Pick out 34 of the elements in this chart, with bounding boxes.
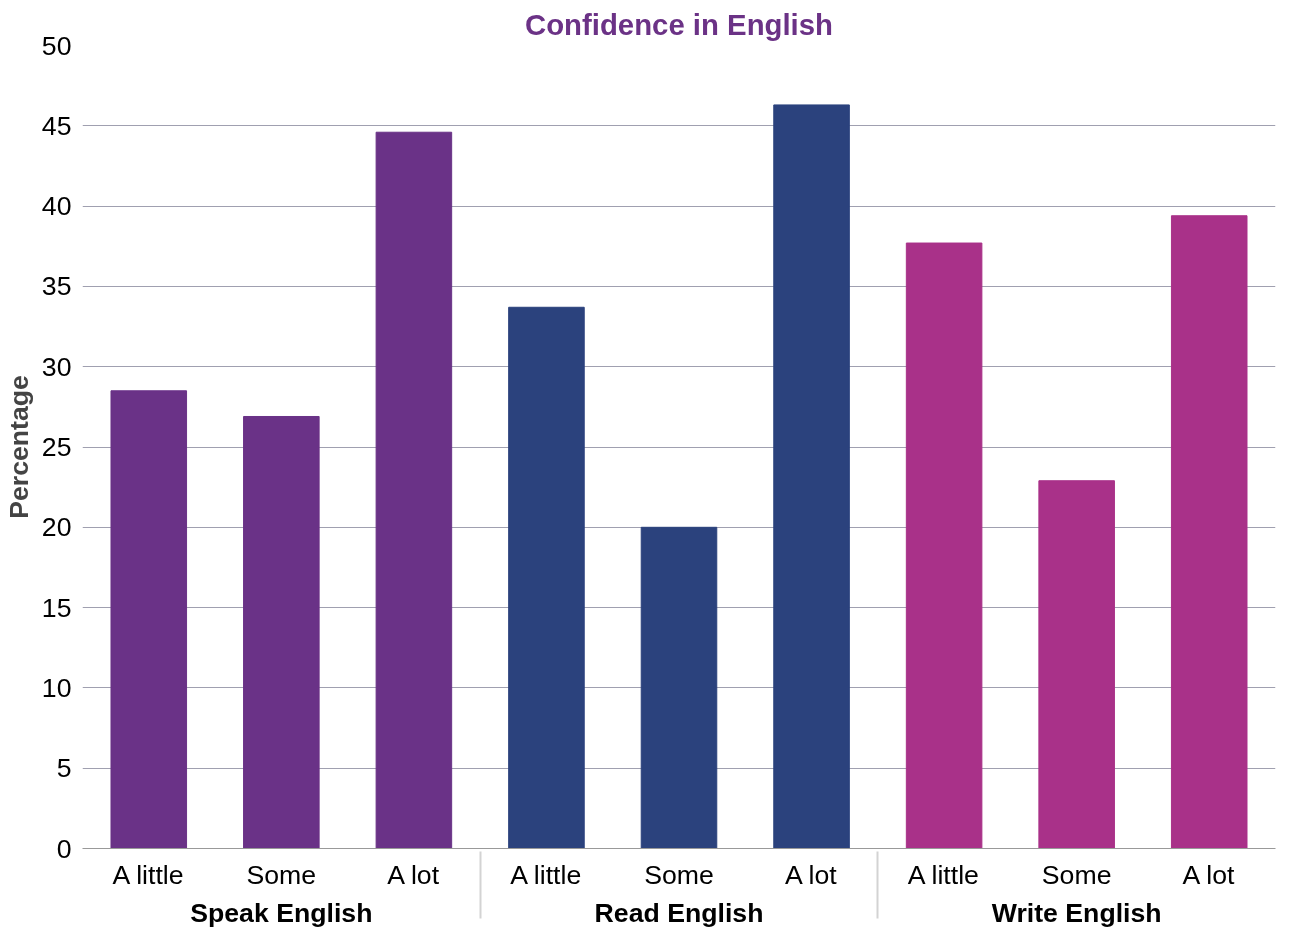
y-tick-label: 30 xyxy=(41,351,72,382)
x-tick-label: A little xyxy=(907,859,979,890)
y-tick-label: 40 xyxy=(41,191,72,222)
bar xyxy=(243,415,320,849)
bar xyxy=(773,104,850,849)
x-tick-label: Some xyxy=(644,859,714,890)
bar xyxy=(905,242,983,849)
bar xyxy=(1170,215,1248,849)
series-label: Speak English xyxy=(190,897,373,928)
x-tick-label: Some xyxy=(1041,859,1112,890)
bar xyxy=(1038,480,1115,849)
y-tick-label: 15 xyxy=(41,592,72,623)
y-tick-label: 10 xyxy=(41,672,72,703)
series-label: Write English xyxy=(991,897,1162,928)
x-tick-label: Some xyxy=(246,859,317,890)
y-tick-label: 50 xyxy=(41,30,72,61)
y-tick-label: 25 xyxy=(41,432,72,462)
x-tick-label: A little xyxy=(510,859,582,890)
y-axis-title: Percentage xyxy=(3,375,34,519)
x-tick-label: A little xyxy=(112,859,184,890)
x-tick-label: A lot xyxy=(387,859,440,890)
x-tick-label: A lot xyxy=(1182,859,1236,890)
bar xyxy=(375,131,453,849)
bar xyxy=(110,390,188,849)
chart-title: Confidence in English xyxy=(525,7,833,41)
x-tick-label: A lot xyxy=(784,859,838,890)
y-tick-label: 35 xyxy=(41,271,72,302)
y-tick-label: 20 xyxy=(41,512,72,543)
y-tick-label: 5 xyxy=(56,753,72,784)
bar xyxy=(508,306,585,849)
bar xyxy=(640,526,718,849)
series-label: Read English xyxy=(594,897,764,928)
y-tick-label: 45 xyxy=(41,110,72,141)
y-tick-label: 0 xyxy=(56,833,72,864)
